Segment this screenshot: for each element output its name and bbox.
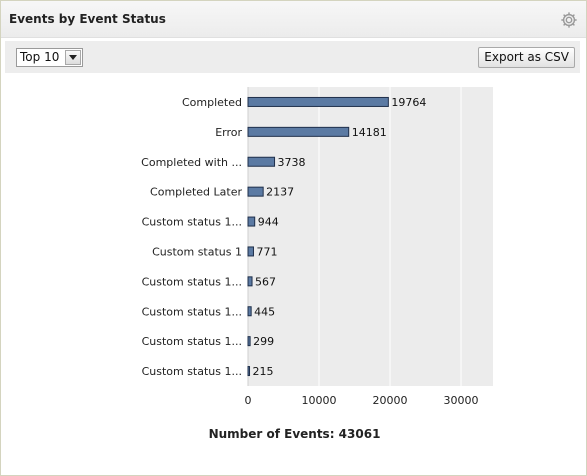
top-n-select[interactable]: Top 10 — [16, 48, 84, 67]
category-label: Error — [215, 126, 242, 139]
category-label: Custom status 1... — [142, 216, 242, 229]
bar[interactable] — [247, 306, 252, 317]
total-events-label: Number of Events: 43061 — [208, 427, 381, 441]
category-label: Custom status 1... — [142, 365, 242, 378]
category-label: Custom status 1 — [152, 245, 242, 258]
bar-value-label: 215 — [253, 365, 274, 378]
chevron-down-icon[interactable] — [65, 50, 82, 65]
export-csv-button[interactable]: Export as CSV — [478, 47, 575, 68]
bar-value-label: 3738 — [278, 156, 306, 169]
bar[interactable] — [247, 126, 350, 137]
bar-value-label: 944 — [258, 216, 279, 229]
widget-toolbar: Top 10 Export as CSV — [5, 41, 580, 73]
x-tick-label: 10000 — [302, 394, 337, 407]
bar[interactable] — [247, 186, 264, 197]
gear-icon[interactable] — [560, 11, 578, 29]
bar-value-label: 771 — [256, 245, 277, 258]
bar[interactable] — [247, 96, 389, 107]
bar[interactable] — [247, 366, 251, 377]
bar-value-label: 2137 — [266, 186, 294, 199]
x-tick-label: 0 — [245, 394, 252, 407]
bar[interactable] — [247, 246, 254, 257]
bar[interactable] — [247, 336, 251, 347]
category-label: Custom status 1... — [142, 275, 242, 288]
top-n-select-value: Top 10 — [20, 50, 60, 64]
category-label: Custom status 1... — [142, 335, 242, 348]
x-tick-label: 30000 — [444, 394, 479, 407]
bar[interactable] — [247, 216, 256, 227]
bar[interactable] — [247, 276, 253, 287]
bar[interactable] — [247, 156, 276, 167]
bar-value-label: 14181 — [352, 126, 387, 139]
category-label: Completed with ... — [141, 156, 242, 169]
bar-value-label: 567 — [255, 275, 276, 288]
bar-value-label: 19764 — [391, 96, 426, 109]
x-tick-label: 20000 — [373, 394, 408, 407]
category-label: Completed Later — [150, 186, 242, 199]
widget-header: Events by Event Status — [1, 1, 586, 38]
widget-title: Events by Event Status — [9, 12, 166, 26]
bar-value-label: 299 — [253, 335, 274, 348]
events-bar-chart: 19764 Completed 14181 Error 3738 Completed wi… — [141, 87, 493, 407]
bar-value-label: 445 — [254, 305, 275, 318]
category-label: Completed — [182, 96, 242, 109]
category-label: Custom status 1... — [142, 305, 242, 318]
